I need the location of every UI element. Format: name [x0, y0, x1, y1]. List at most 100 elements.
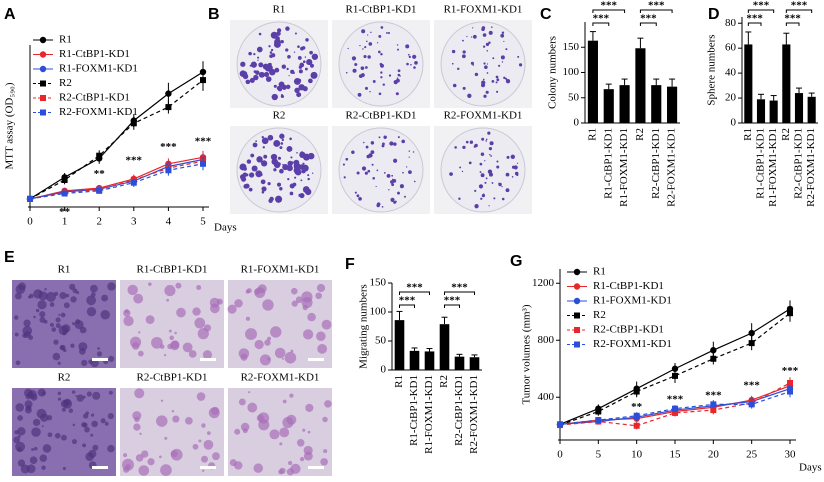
colony: [500, 55, 505, 60]
cell: [79, 326, 87, 334]
cell: [26, 405, 32, 411]
bar: [439, 324, 450, 370]
cell: [96, 351, 103, 357]
bar: [409, 350, 420, 370]
colony: [482, 78, 485, 81]
colony: [370, 141, 375, 145]
marker: [787, 388, 793, 395]
cell: [70, 343, 75, 348]
cell: [163, 354, 167, 357]
bar: [744, 44, 753, 123]
colony: [287, 160, 293, 167]
panel-label: G: [510, 253, 522, 270]
cell: [282, 399, 287, 404]
cell: [41, 391, 46, 396]
cell: [322, 416, 328, 423]
cell: [81, 359, 88, 367]
y-tick-label: 100: [563, 66, 580, 78]
marker: [27, 195, 33, 202]
colony: [504, 78, 506, 80]
significance: ***: [746, 13, 763, 25]
cell: [134, 388, 145, 399]
colony: [261, 190, 265, 194]
colony: [281, 138, 284, 142]
cell: [104, 421, 109, 426]
cell: [123, 315, 134, 327]
cell: [37, 300, 47, 310]
cell: [75, 395, 78, 398]
cell: [41, 465, 46, 470]
cell: [264, 339, 271, 346]
cell: [196, 392, 206, 401]
colony: [310, 63, 314, 68]
colony: [252, 142, 258, 148]
colony: [472, 34, 477, 39]
panel-label: D: [708, 6, 720, 23]
cell: [174, 331, 177, 335]
colony: [280, 142, 284, 145]
x-tick-label: 20: [708, 449, 720, 461]
colony: [250, 153, 255, 158]
bar: [769, 100, 778, 123]
colony: [407, 53, 410, 56]
colony: [406, 166, 408, 168]
cell: [166, 298, 170, 302]
colony: [253, 53, 256, 56]
y-tick-label: 0: [381, 364, 387, 376]
marker: [130, 120, 137, 127]
colony: [388, 74, 392, 77]
cell: [70, 296, 77, 303]
colony: [358, 74, 363, 78]
cell: [63, 302, 70, 309]
cell: [49, 322, 54, 327]
colony: [500, 33, 505, 38]
colony: [371, 163, 374, 166]
colony: [389, 141, 394, 146]
bar: [756, 99, 766, 123]
colony: [265, 76, 272, 82]
cell: [164, 436, 168, 440]
colony: [412, 54, 417, 59]
colony: [356, 194, 360, 198]
colony: [304, 188, 312, 196]
x-tick-label: R2-FOXM1-KD1: [468, 375, 480, 454]
colony: [258, 71, 265, 78]
colony: [391, 183, 395, 187]
colony: [510, 154, 515, 159]
y-tick-label: 20: [725, 92, 737, 104]
colony: [268, 45, 271, 48]
colony: [368, 42, 373, 46]
colony: [305, 38, 309, 42]
cell: [210, 303, 220, 314]
scale-bar: [200, 466, 216, 469]
cell: [33, 446, 38, 451]
colony: [485, 177, 488, 180]
cell: [240, 353, 248, 361]
colony: [480, 173, 485, 178]
colony: [462, 39, 464, 42]
x-tick-label: 10: [631, 449, 643, 461]
cell: [296, 439, 305, 447]
significance: ***: [451, 282, 468, 294]
cell: [107, 282, 116, 291]
colony: [270, 48, 274, 52]
cell: [212, 452, 220, 461]
colony: [285, 48, 289, 52]
cell: [170, 450, 178, 458]
cell: [53, 291, 59, 297]
marker: [633, 388, 640, 395]
colony: [488, 205, 490, 207]
cell: [13, 436, 21, 444]
cell: [133, 423, 141, 431]
marker: [595, 408, 602, 415]
cell: [139, 432, 142, 435]
cell: [290, 463, 301, 474]
cell: [30, 393, 38, 401]
colony: [369, 91, 371, 93]
colony: [288, 75, 290, 77]
cell: [198, 439, 202, 443]
colony: [242, 172, 248, 178]
colony: [408, 156, 410, 158]
cell: [148, 282, 152, 286]
